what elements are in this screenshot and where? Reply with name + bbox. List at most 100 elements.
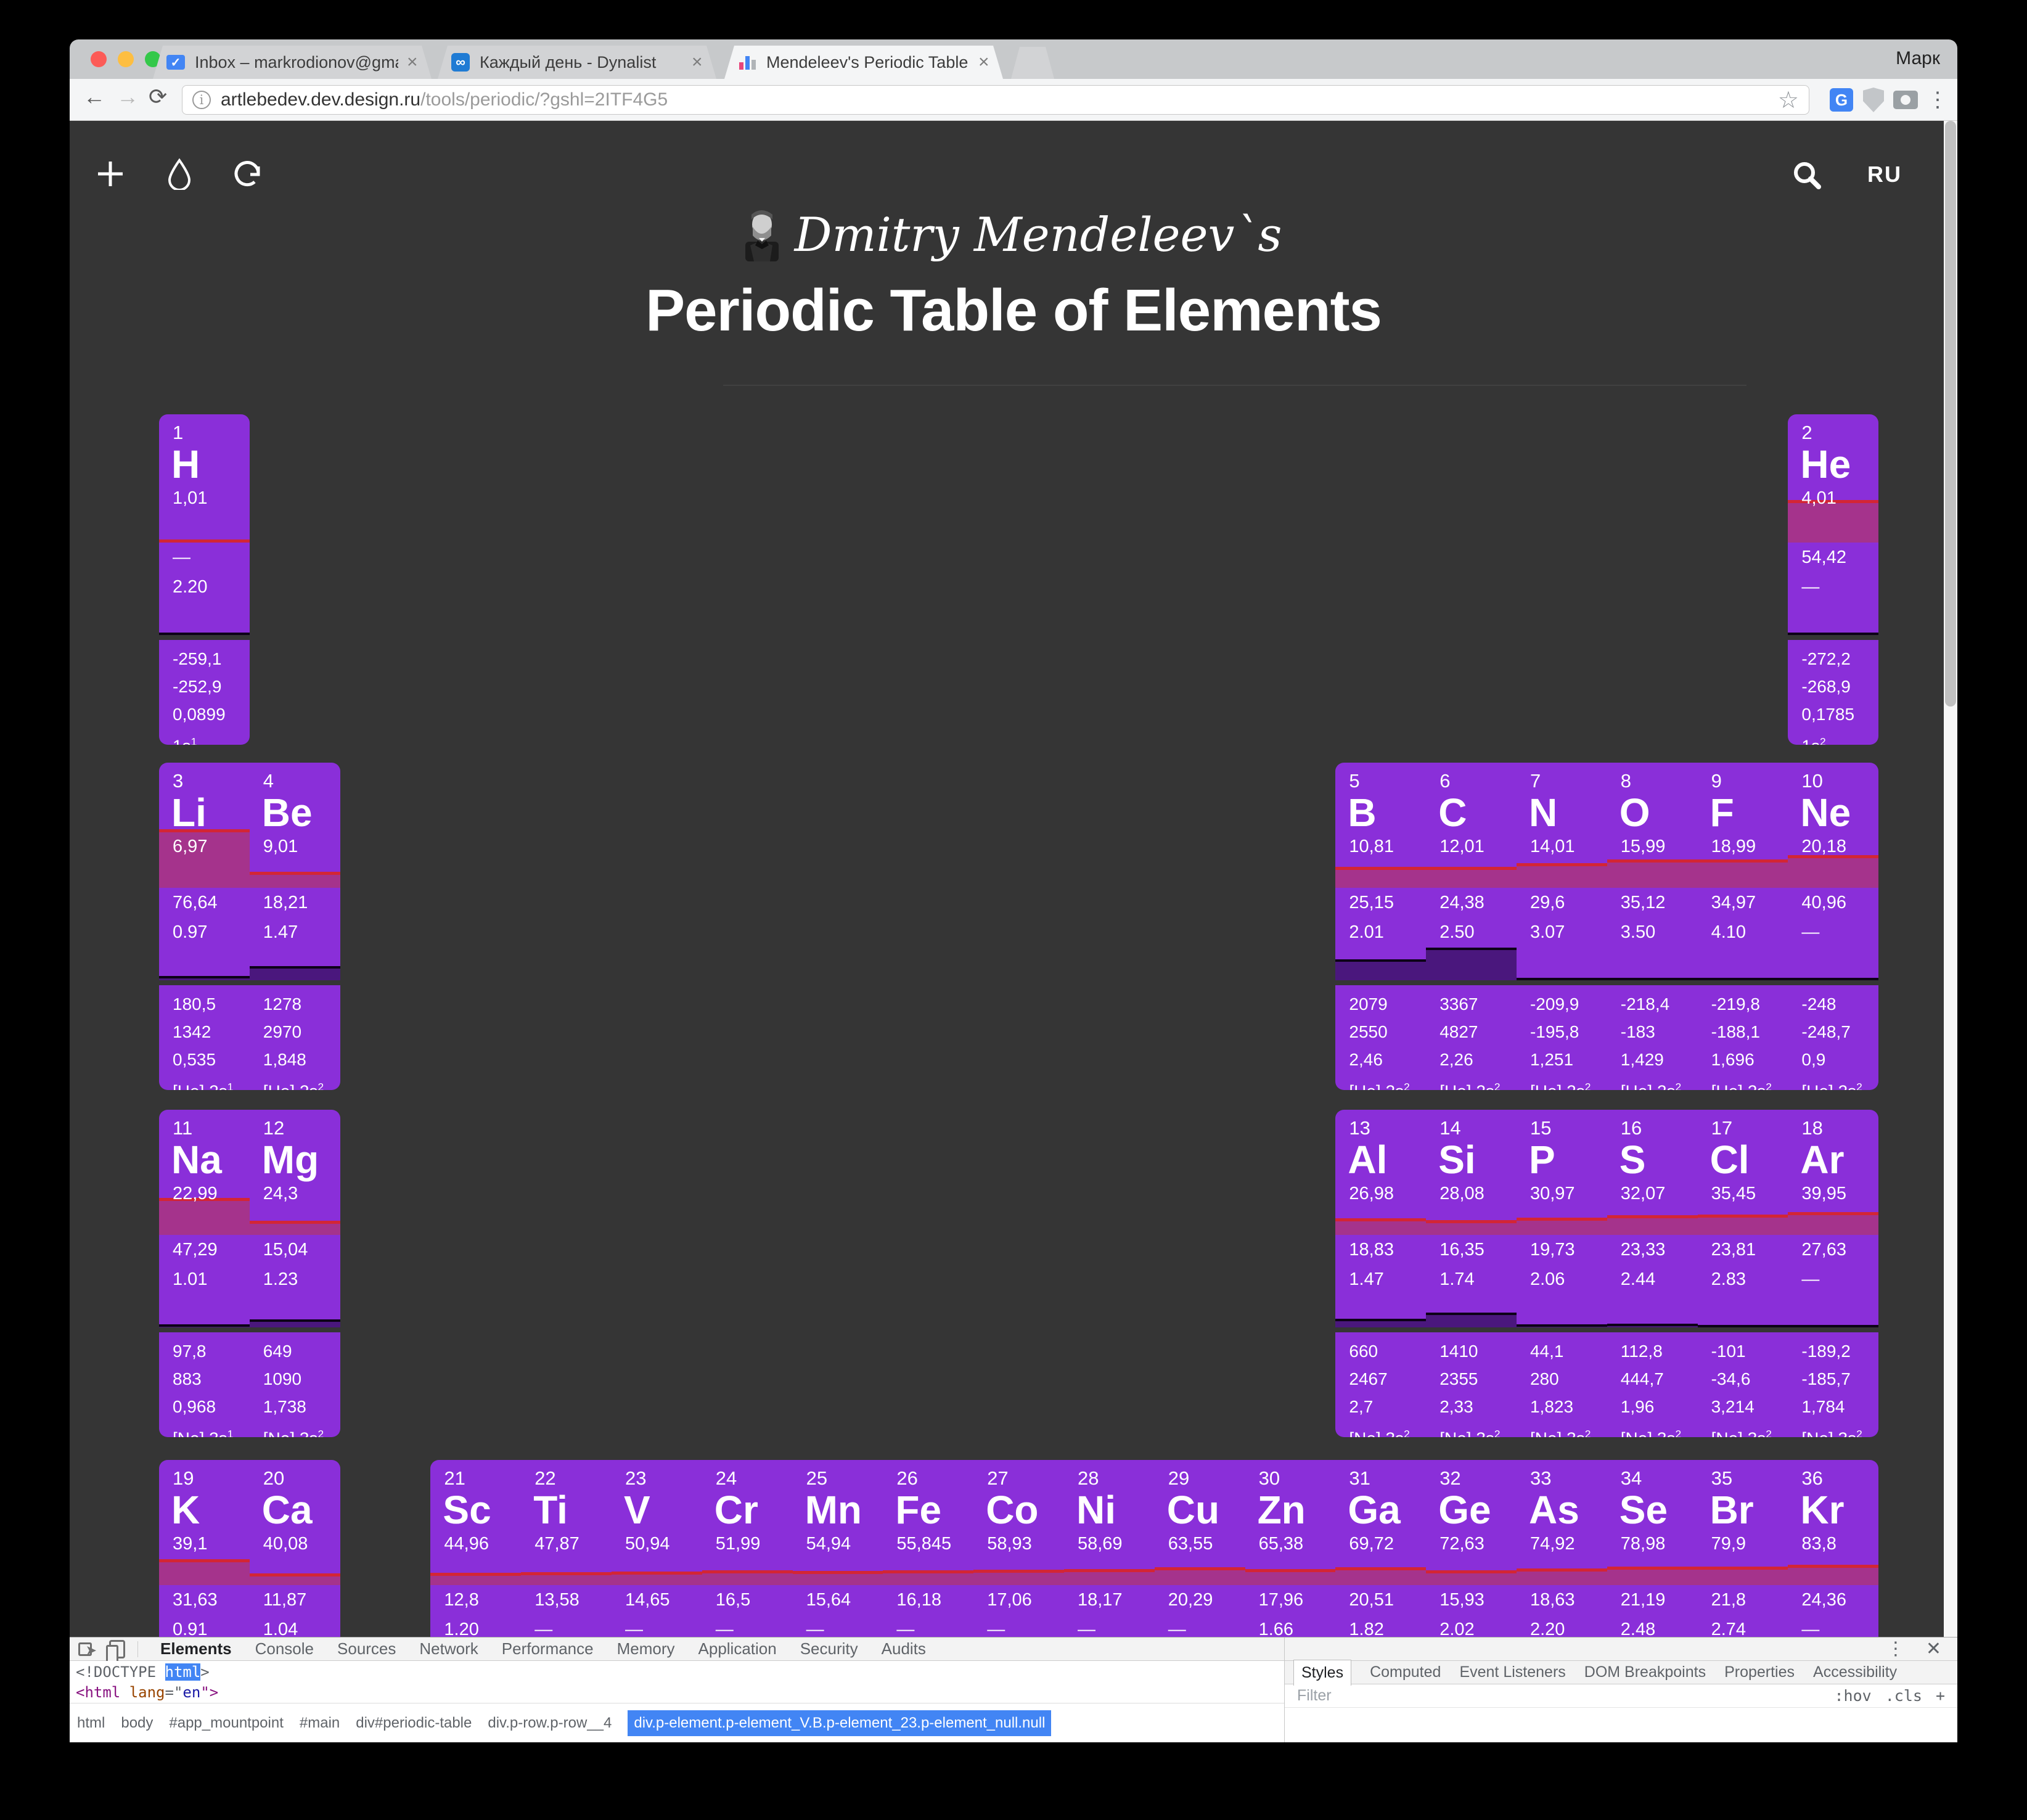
element-details-Cl[interactable]: -101 -34,6 3,214 [Ne] 3s2 3p5 [1698,1332,1788,1437]
element-details-F[interactable]: -219,8 -188,1 1,696 [He] 2s2 2p5 [1698,985,1788,1090]
url-text[interactable]: artlebedev.dev.design.ru/tools/periodic/… [221,89,668,110]
element-cell-Kr[interactable]: 36 Kr 83,8 24,36 — [1788,1460,1879,1637]
scrollbar-thumb[interactable] [1945,121,1956,707]
styles-toggle-cls[interactable]: .cls [1885,1687,1922,1705]
tab-close-icon[interactable]: × [978,52,989,72]
element-cell-Fe[interactable]: 26 Fe 55,845 16,18 — [883,1460,974,1637]
devtools-breadcrumb[interactable]: div.p-row.p-row__4 [488,1714,612,1731]
styles-toggle-hov[interactable]: :hov [1834,1687,1872,1705]
refresh-loop-icon[interactable] [231,158,263,190]
element-cell-Cl[interactable]: 17 Cl 35,45 23,81 2.83 [1697,1110,1788,1327]
element-details-Mg[interactable]: 649 1090 1,738 [Ne] 3s2 [250,1332,340,1437]
devtools-tab-security[interactable]: Security [800,1639,858,1658]
devtools-styles-tab-computed[interactable]: Computed [1370,1663,1441,1681]
element-cell-Be[interactable]: 4 Be 9,01 18,21 1.47 [249,763,340,980]
devtools-code-line[interactable]: <!DOCTYPE html> [76,1663,210,1681]
element-cell-Se[interactable]: 34 Se 78,98 21,19 2.48 [1607,1460,1698,1637]
element-cell-Ga[interactable]: 31 Ga 69,72 20,51 1.82 [1335,1460,1427,1637]
devtools-styles-tab-dom-breakpoints[interactable]: DOM Breakpoints [1584,1663,1706,1681]
element-details-Li[interactable]: 180,5 1342 0,535 [He] 2s1 [159,985,250,1090]
devtools-styles-tab-accessibility[interactable]: Accessibility [1813,1663,1898,1681]
devtools-breadcrumb[interactable]: #app_mountpoint [169,1714,284,1731]
element-cell-As[interactable]: 33 As 74,92 18,63 2.20 [1516,1460,1607,1637]
close-window-button[interactable] [91,51,107,67]
devtools-breadcrumb[interactable]: div#periodic-table [356,1714,472,1731]
page-scrollbar[interactable] [1944,121,1957,1637]
element-details-Be[interactable]: 1278 2970 1,848 [He] 2s2 [250,985,340,1090]
language-toggle[interactable]: RU [1867,162,1902,187]
element-cell-Zn[interactable]: 30 Zn 65,38 17,96 1.66 [1245,1460,1336,1637]
tab-close-icon[interactable]: × [407,52,418,72]
element-details-N[interactable]: -209,9 -195,8 1,251 [He] 2s2 2p3 [1517,985,1607,1090]
address-bar[interactable]: i artlebedev.dev.design.ru/tools/periodi… [182,85,1809,115]
forward-button[interactable]: → [117,84,139,109]
add-element-icon[interactable] [94,158,126,190]
devtools-tab-application[interactable]: Application [698,1639,777,1658]
devtools-styles-tab-event-listeners[interactable]: Event Listeners [1459,1663,1566,1681]
element-cell-S[interactable]: 16 S 32,07 23,33 2.44 [1607,1110,1698,1327]
bookmark-star-icon[interactable]: ☆ [1777,87,1799,113]
element-cell-Na[interactable]: 11 Na 22,99 47,29 1.01 [159,1110,250,1327]
back-button[interactable]: ← [83,84,105,109]
styles-filter-input[interactable]: Filter [1297,1687,1332,1704]
element-details-O[interactable]: -218,4 -183 1,429 [He] 2s2 2p4 [1607,985,1698,1090]
element-cell-V[interactable]: 23 V 50,94 14,65 — [611,1460,702,1637]
element-cell-Ar[interactable]: 18 Ar 39,95 27,63 — [1788,1110,1879,1327]
minimize-window-button[interactable] [118,51,134,67]
devtools-breadcrumb[interactable]: #main [299,1714,340,1731]
element-cell-P[interactable]: 15 P 30,97 19,73 2.06 [1516,1110,1607,1327]
devtools-breadcrumb[interactable]: div.p-element.p-element_V.B.p-element_23… [628,1710,1052,1736]
element-cell-Cu[interactable]: 29 Cu 63,55 20,29 — [1154,1460,1245,1637]
devtools-tab-performance[interactable]: Performance [501,1639,594,1658]
element-cell-Ni[interactable]: 28 Ni 58,69 18,17 — [1063,1460,1155,1637]
element-cell-B[interactable]: 5 B 10,81 25,15 2.01 [1335,763,1427,980]
element-cell-Cr[interactable]: 24 Cr 51,99 16,5 — [702,1460,793,1637]
browser-menu-icon[interactable]: ⋮ [1927,88,1948,112]
devtools-styles-tab-styles[interactable]: Styles [1293,1659,1352,1686]
translate-extension-icon[interactable]: G [1828,86,1855,113]
element-cell-K[interactable]: 19 K 39,1 31,63 0.91 [159,1460,250,1637]
reload-button[interactable]: ⟳ [149,84,168,109]
browser-tab-1[interactable]: ∞ Каждый день - Dynalist × [438,46,716,79]
element-cell-Ge[interactable]: 32 Ge 72,63 15,93 2.02 [1426,1460,1517,1637]
browser-tab-2[interactable]: Mendeleev's Periodic Table × [724,46,1003,79]
element-details-Ar[interactable]: -189,2 -185,7 1,784 [Ne] 3s2 3p6 [1788,1332,1878,1437]
element-cell-Sc[interactable]: 21 Sc 44,96 12,8 1.20 [430,1460,522,1637]
styles-toggle-[interactable]: + [1935,1687,1945,1705]
element-cell-Li[interactable]: 3 Li 6,97 76,64 0.97 [159,763,250,980]
element-cell-C[interactable]: 6 C 12,01 24,38 2.50 [1426,763,1517,980]
devtools-tab-audits[interactable]: Audits [881,1639,926,1658]
element-cell-F[interactable]: 9 F 18,99 34,97 4.10 [1697,763,1788,980]
devtools-tab-memory[interactable]: Memory [616,1639,675,1658]
element-cell-Mn[interactable]: 25 Mn 54,94 15,64 — [792,1460,883,1637]
element-cell-H[interactable]: 1 H 1,01 — 2.20 [159,414,250,635]
devtools-tab-network[interactable]: Network [419,1639,478,1658]
element-cell-Si[interactable]: 14 Si 28,08 16,35 1.74 [1426,1110,1517,1327]
devtools-styles-tab-properties[interactable]: Properties [1724,1663,1795,1681]
tab-close-icon[interactable]: × [692,52,703,72]
element-cell-O[interactable]: 8 O 15,99 35,12 3.50 [1607,763,1698,980]
devtools-tab-elements[interactable]: Elements [160,1639,232,1658]
new-tab-stub[interactable] [1011,47,1054,79]
inspect-element-icon[interactable]: ➤ [78,1640,97,1658]
devtools-menu-icon[interactable]: ⋮ [1886,1639,1905,1659]
element-cell-He[interactable]: 2 He 4,01 54,42 — [1788,414,1879,635]
element-cell-Al[interactable]: 13 Al 26,98 18,83 1.47 [1335,1110,1427,1327]
element-cell-N[interactable]: 7 N 14,01 29,6 3.07 [1516,763,1607,980]
screenshot-extension-icon[interactable] [1892,86,1919,113]
element-cell-Br[interactable]: 35 Br 79,9 21,8 2.74 [1697,1460,1788,1637]
element-cell-Ca[interactable]: 20 Ca 40,08 11,87 1.04 [249,1460,340,1637]
search-icon[interactable] [1790,158,1824,192]
element-details-P[interactable]: 44,1 280 1,823 [Ne] 3s2 3p3 [1517,1332,1607,1437]
browser-tab-0[interactable]: ✓ Inbox – markrodionov@gmail.c × [153,46,432,79]
devtools-tab-sources[interactable]: Sources [337,1639,396,1658]
devtools-breadcrumb[interactable]: html [77,1714,105,1731]
devtools-elements-tree[interactable]: <!DOCTYPE html><html lang="en">▸ <head> … [70,1661,1284,1703]
device-toolbar-icon[interactable] [106,1639,125,1665]
element-details-Na[interactable]: 97,8 883 0,968 [Ne] 3s1 [159,1332,250,1437]
element-cell-Ne[interactable]: 10 Ne 20,18 40,96 — [1788,763,1879,980]
element-details-B[interactable]: 2079 2550 2,46 [He] 2s2 2p1 [1335,985,1426,1090]
liquid-drop-icon[interactable] [163,158,195,190]
element-details-S[interactable]: 112,8 444,7 1,96 [Ne] 3s2 3p4 [1607,1332,1698,1437]
element-details-He[interactable]: -272,2 -268,9 0,1785 1s2 [1788,640,1878,745]
